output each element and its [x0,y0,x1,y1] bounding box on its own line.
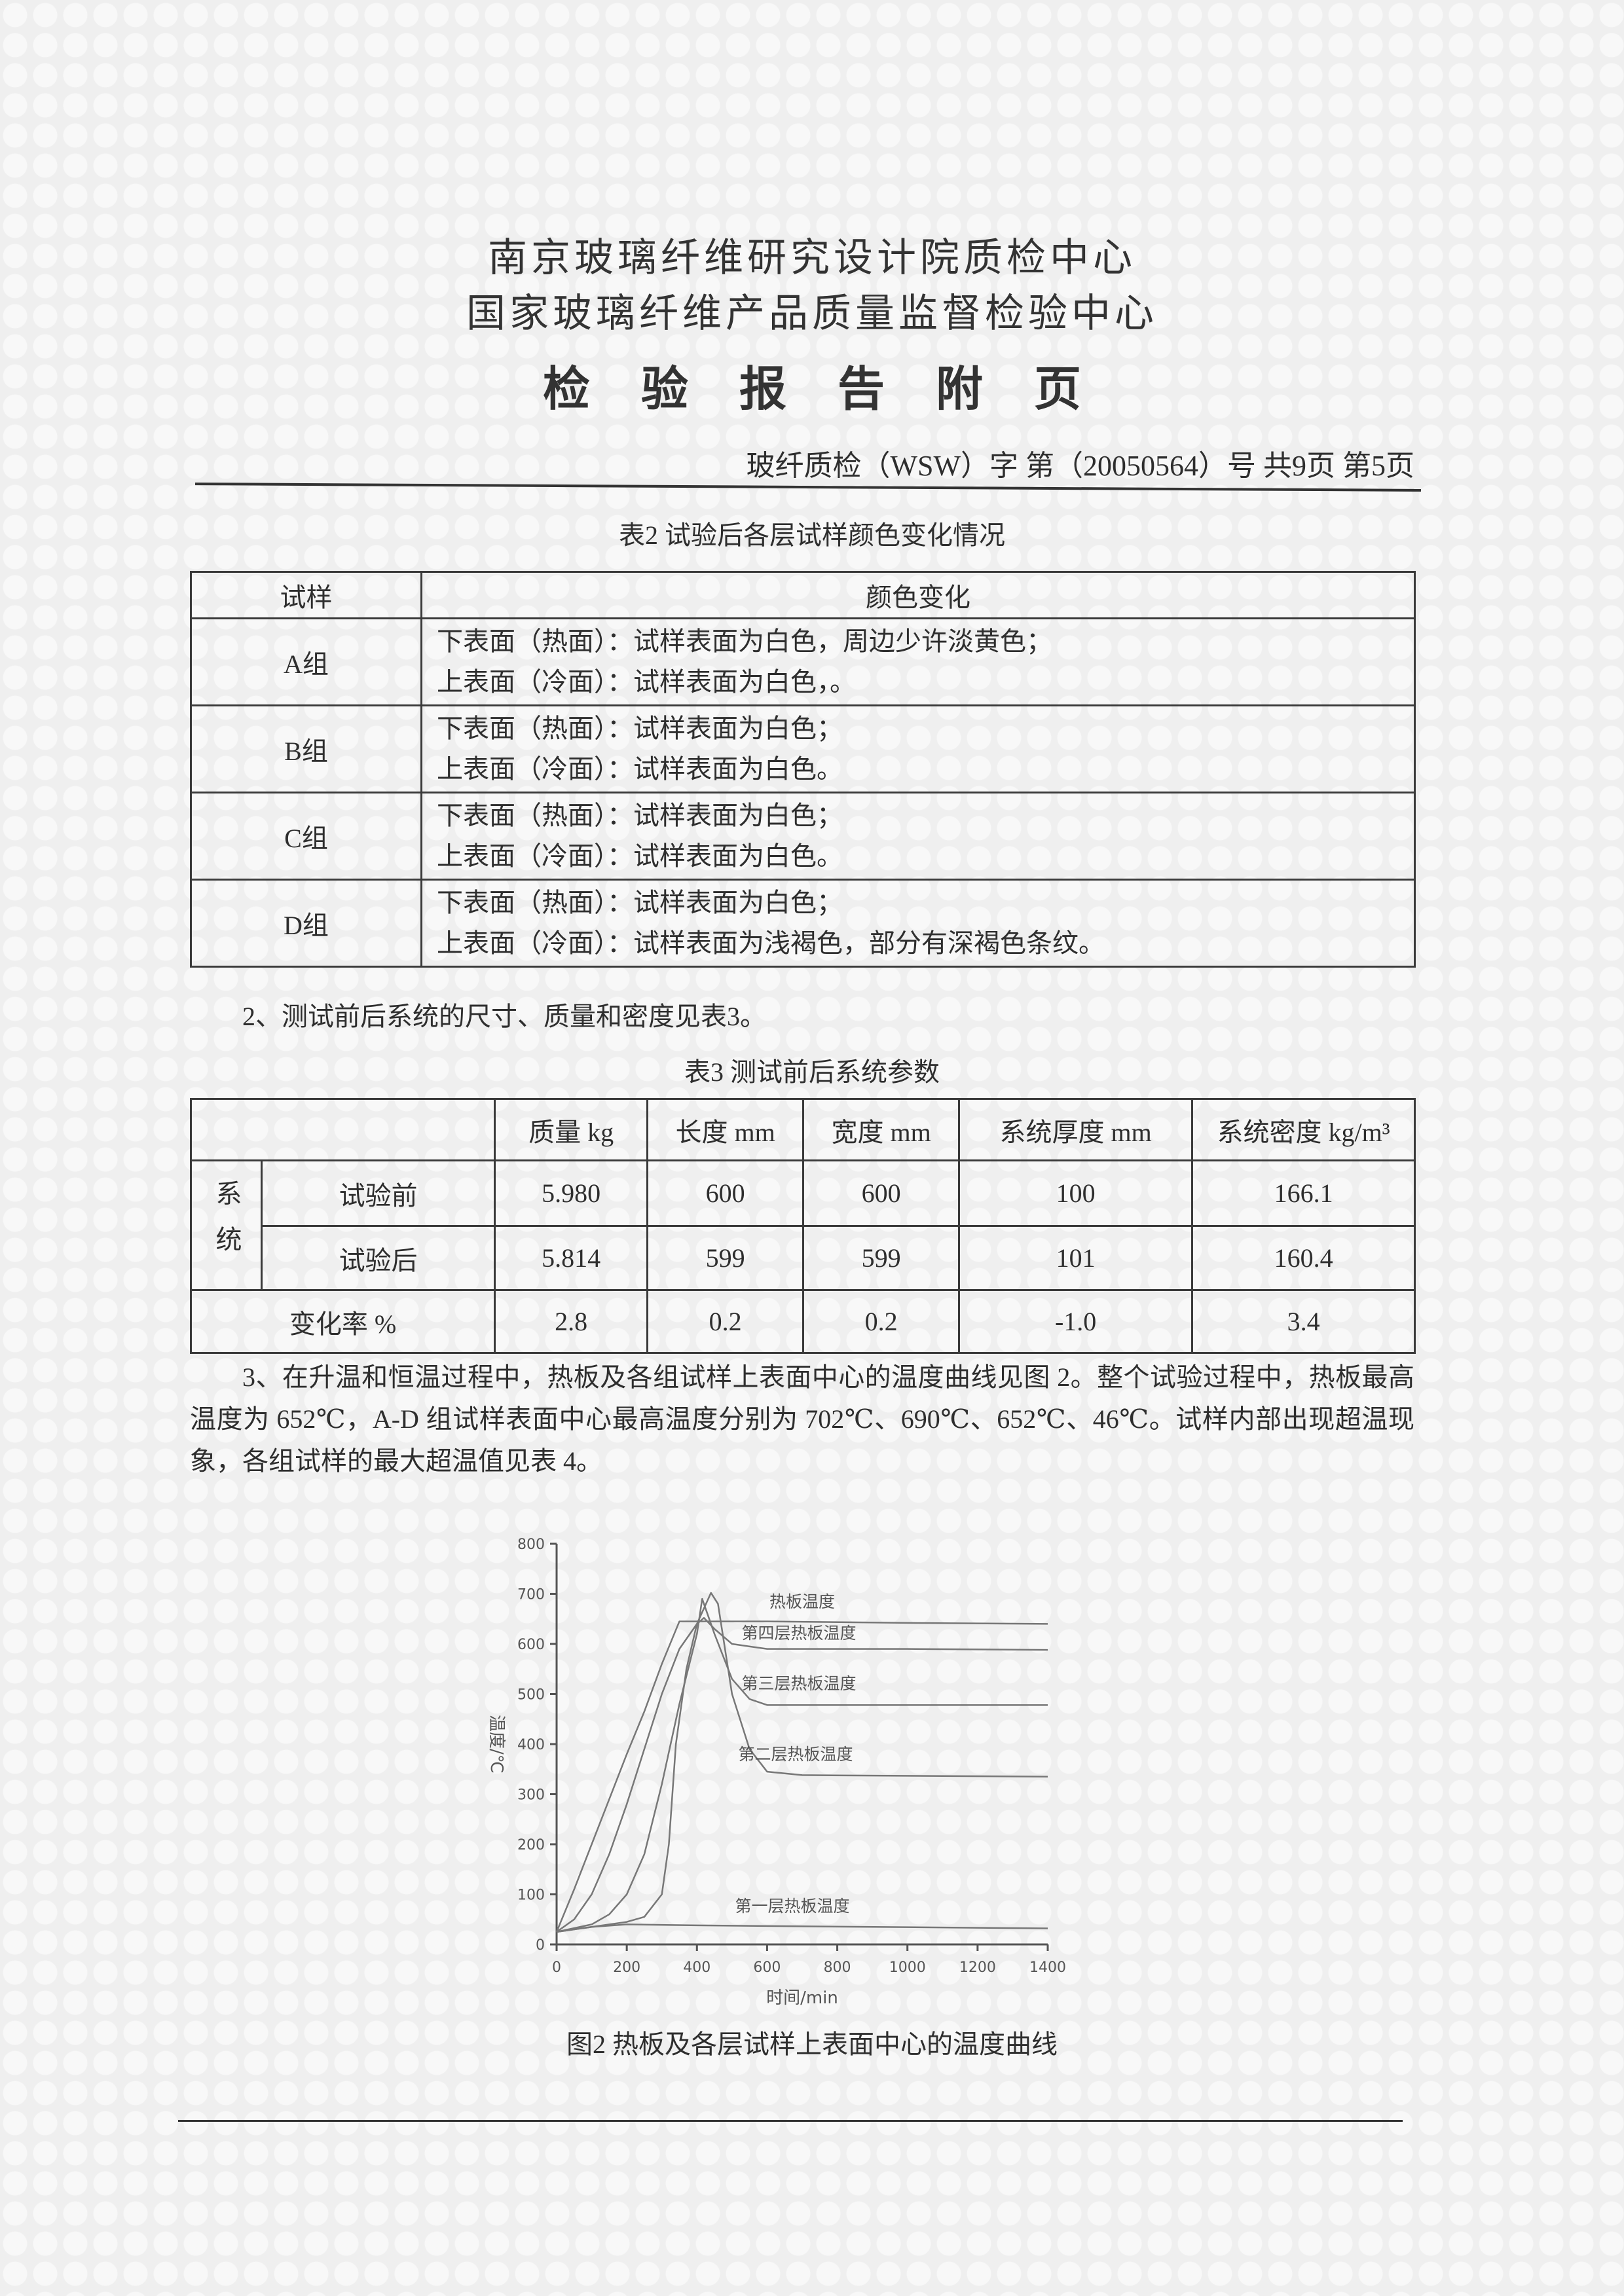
series-line [556,1597,1048,1933]
color-change-cell: 下表面（热面）：试样表面为白色； 上表面（冷面）：试样表面为白色。 [420,792,1416,881]
x-tick-label: 1000 [889,1959,926,1976]
cell-mass: 5.980 [494,1159,649,1227]
cell-density: 166.1 [1191,1159,1416,1227]
y-tick-label: 100 [517,1887,545,1904]
report-reference: 玻纤质检（WSW）字 第（20050564）号 共9页 第5页 [746,450,1414,482]
cell-length: 599 [646,1225,805,1291]
color-change-line: 上表面（冷面）：试样表面为浅褐色，部分有深褐色条纹。 [437,928,1105,958]
sample-cell: A组 [190,617,422,706]
cell-length: 600 [646,1159,805,1227]
x-tick-label: 0 [552,1959,561,1976]
x-tick-label: 1400 [1029,1959,1066,1976]
x-tick-label: 600 [753,1959,781,1976]
color-change-line: 上表面（冷面）：试样表面为白色，。 [437,667,856,697]
table-header-row: 质量 kg 长度 mm 宽度 mm 系统厚度 mm 系统密度 kg/m³ [189,1098,1416,1161]
color-change-line: 下表面（热面）：试样表面为白色，周边少许淡黄色； [437,627,1052,656]
color-change-cell: 下表面（热面）：试样表面为白色； 上表面（冷面）：试样表面为浅褐色，部分有深褐色条… [420,879,1416,968]
row-label: 试验前 [260,1159,496,1227]
color-change-line: 下表面（热面）：试样表面为白色； [437,888,843,917]
color-change-table: 试样 颜色变化 A组 下表面（热面）：试样表面为白色，周边少许淡黄色； 上表面（冷面… [190,571,1416,968]
table-row: A组 下表面（热面）：试样表面为白色，周边少许淡黄色； 上表面（冷面）：试样表面为白… [190,617,1416,706]
series-label: 第一层热板温度 [735,1897,849,1916]
cell-thickness: 100 [958,1159,1194,1227]
series-line [556,1616,1048,1933]
y-tick-label: 200 [517,1837,545,1853]
cell-density: 3.4 [1191,1289,1416,1354]
header-mass: 质量 kg [494,1098,649,1161]
paragraph-2: 2、测试前后系统的尺寸、质量和密度见表3。 [242,1002,766,1031]
color-change-cell: 下表面（热面）：试样表面为白色； 上表面（冷面）：试样表面为白色。 [420,704,1416,793]
footer-divider [178,2120,1403,2122]
table2-caption: 表2 试验后各层试样颜色变化情况 [619,520,1005,550]
system-parameters-table: 质量 kg 长度 mm 宽度 mm 系统厚度 mm 系统密度 kg/m³ 系统 … [189,1098,1416,1354]
cell-mass: 5.814 [494,1225,649,1291]
row-label: 变化率 % [189,1289,496,1354]
cell-width: 0.2 [802,1289,961,1354]
cell-width: 600 [802,1159,961,1227]
table-row: D组 下表面（热面）：试样表面为白色； 上表面（冷面）：试样表面为浅褐色，部分有深褐… [190,879,1416,968]
y-tick-label: 800 [517,1537,545,1553]
cell-length: 0.2 [646,1289,805,1354]
table3-caption: 表3 测试前后系统参数 [684,1057,940,1087]
x-tick-label: 400 [683,1959,710,1976]
y-tick-label: 400 [517,1737,545,1753]
series-label: 热板温度 [769,1592,835,1611]
group-label: 系统 [190,1159,263,1291]
cell-thickness: 101 [958,1225,1194,1291]
y-tick-label: 600 [517,1637,545,1653]
org-name-line2: 国家玻璃纤维产品质量监督检验中心 [466,291,1158,337]
series-line [555,1620,1048,1933]
paragraph-3: 3、在升温和恒温过程中，热板及各组试样上表面中心的温度曲线见图 2。整个试验过程… [190,1362,1414,1476]
y-tick-label: 500 [517,1687,545,1704]
color-change-line: 下表面（热面）：试样表面为白色； [437,801,843,830]
sample-cell: B组 [190,704,422,793]
cell-mass: 2.8 [494,1289,649,1354]
table-row: C组 下表面（热面）：试样表面为白色； 上表面（冷面）：试样表面为白色。 [190,792,1416,881]
table-row: 变化率 % 2.8 0.2 0.2 -1.0 3.4 [189,1289,1416,1354]
y-tick-label: 300 [517,1787,545,1804]
series-label: 第三层热板温度 [741,1674,856,1693]
table-header-row: 试样 颜色变化 [190,571,1416,619]
cell-density: 160.4 [1191,1225,1416,1291]
cell-width: 599 [802,1225,961,1291]
table-row: 系统 试验前 5.980 600 600 100 166.1 [190,1159,1416,1291]
color-change-line: 上表面（冷面）：试样表面为白色。 [437,841,843,871]
header-sample: 试样 [190,571,422,619]
cell-thickness: -1.0 [958,1289,1194,1354]
series-label: 第四层热板温度 [741,1624,856,1643]
sample-cell: D组 [190,879,422,968]
header-empty [189,1098,496,1161]
x-tick-label: 200 [613,1959,640,1976]
header-length: 长度 mm [646,1098,805,1161]
header-density: 系统密度 kg/m³ [1191,1098,1416,1161]
series-label: 第二层热板温度 [738,1745,853,1764]
x-axis-label: 时间/min [766,1988,838,2008]
x-tick-label: 800 [824,1959,851,1976]
header-thickness: 系统厚度 mm [958,1098,1194,1161]
y-axis-label: 温度/℃ [487,1715,506,1774]
header-color-change: 颜色变化 [420,571,1416,619]
color-change-cell: 下表面（热面）：试样表面为白色，周边少许淡黄色； 上表面（冷面）：试样表面为白色，… [420,617,1416,706]
figure-caption: 图2 热板及各层试样上表面中心的温度曲线 [566,2030,1058,2059]
y-tick-label: 0 [536,1937,545,1954]
page-title: 检验报告附页 [542,361,1132,416]
series-line [556,1592,1048,1933]
org-name-line1: 南京玻璃纤维研究设计院质检中心 [488,235,1136,281]
color-change-line: 下表面（热面）：试样表面为白色； [437,714,843,743]
x-tick-label: 1200 [959,1959,996,1976]
row-label: 试验后 [260,1225,496,1291]
y-tick-label: 700 [517,1587,545,1603]
sample-cell: C组 [190,792,422,881]
color-change-line: 上表面（冷面）：试样表面为白色。 [437,754,843,784]
table-row: 试验后 5.814 599 599 101 160.4 [191,1225,1416,1291]
table-row: B组 下表面（热面）：试样表面为白色； 上表面（冷面）：试样表面为白色。 [190,704,1416,793]
series-line [556,1923,1048,1933]
header-width: 宽度 mm [802,1098,961,1161]
